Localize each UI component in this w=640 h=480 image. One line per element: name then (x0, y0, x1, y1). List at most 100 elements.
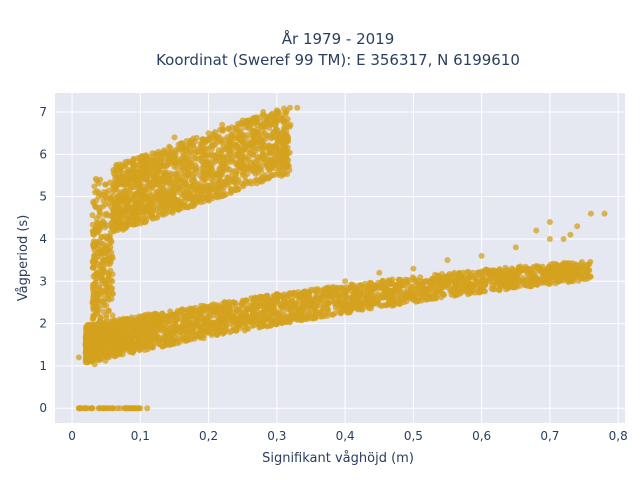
data-point (511, 278, 518, 285)
data-point (130, 340, 137, 347)
data-point (129, 159, 135, 166)
data-point (104, 286, 111, 293)
data-point (108, 345, 115, 352)
data-point (435, 283, 442, 290)
data-point (279, 313, 286, 320)
y-tick-label: 1 (39, 359, 47, 373)
data-point (450, 277, 457, 284)
data-point (94, 269, 101, 276)
data-point (222, 157, 229, 164)
data-point (325, 300, 332, 307)
data-point (223, 322, 230, 329)
data-point (116, 223, 123, 229)
data-point (279, 306, 286, 313)
data-point (267, 112, 274, 119)
data-point (157, 155, 164, 162)
data-point (109, 312, 116, 319)
data-point (90, 264, 97, 271)
data-point (239, 299, 246, 306)
data-point (512, 244, 519, 251)
data-point (207, 187, 214, 194)
data-point (215, 154, 222, 161)
x-axis-ticks: 0 0,1 0,2 0,3 0,4 0,5 0,6 0,7 0,8 (68, 429, 627, 443)
data-point (180, 326, 187, 333)
data-point (137, 167, 144, 173)
data-point (149, 215, 156, 222)
data-point (93, 215, 100, 222)
y-tick-label: 2 (39, 317, 47, 331)
data-point (206, 168, 213, 175)
data-point (122, 188, 129, 195)
data-point (516, 283, 523, 289)
data-point (239, 147, 246, 154)
data-point (113, 323, 120, 330)
data-point (559, 263, 566, 270)
data-point (93, 239, 100, 246)
data-point (268, 318, 275, 325)
data-point (147, 183, 153, 190)
data-point (171, 312, 178, 319)
data-point (150, 209, 157, 215)
data-point (282, 131, 289, 138)
data-point (247, 302, 254, 309)
data-point (267, 309, 274, 316)
data-point (108, 318, 114, 325)
data-point (478, 252, 485, 259)
data-point (169, 209, 176, 216)
data-point (522, 282, 529, 289)
data-point (103, 257, 110, 264)
data-point (560, 236, 567, 242)
data-point (94, 334, 101, 340)
data-point (102, 181, 109, 188)
data-point (233, 170, 240, 177)
data-point (136, 202, 143, 209)
data-point (104, 234, 111, 240)
data-point (265, 174, 272, 181)
data-point (340, 288, 347, 295)
data-point (96, 204, 103, 211)
data-point (235, 315, 242, 322)
data-point (97, 314, 104, 320)
data-point (578, 264, 585, 271)
data-point (124, 341, 131, 348)
data-point (550, 260, 557, 267)
data-point (138, 156, 145, 163)
data-point (105, 307, 112, 314)
data-point (100, 241, 107, 248)
data-point (151, 336, 158, 343)
data-point (138, 343, 145, 349)
data-point (230, 176, 237, 183)
data-point (300, 289, 307, 296)
data-point (228, 188, 235, 195)
data-point (149, 342, 156, 349)
data-point (153, 190, 160, 197)
data-point (416, 284, 423, 291)
data-point (224, 174, 231, 181)
data-point (130, 405, 137, 412)
data-point (458, 282, 465, 289)
data-point (554, 272, 560, 279)
data-point (102, 281, 109, 288)
data-point (217, 190, 224, 197)
data-point (338, 302, 345, 309)
data-point (100, 299, 107, 306)
data-point (91, 258, 98, 265)
data-point (149, 311, 156, 318)
data-point (143, 194, 150, 201)
data-point (566, 260, 572, 267)
data-point (253, 134, 260, 141)
data-point (89, 212, 96, 219)
data-point (388, 291, 395, 298)
data-point (312, 288, 319, 295)
data-point (587, 258, 594, 265)
data-point (137, 331, 144, 338)
data-point (90, 306, 97, 313)
data-point (102, 357, 109, 364)
data-point (462, 276, 469, 283)
data-point (156, 162, 163, 169)
data-point (216, 307, 223, 314)
data-point (224, 136, 231, 143)
data-point (481, 278, 488, 285)
data-point (208, 332, 215, 338)
